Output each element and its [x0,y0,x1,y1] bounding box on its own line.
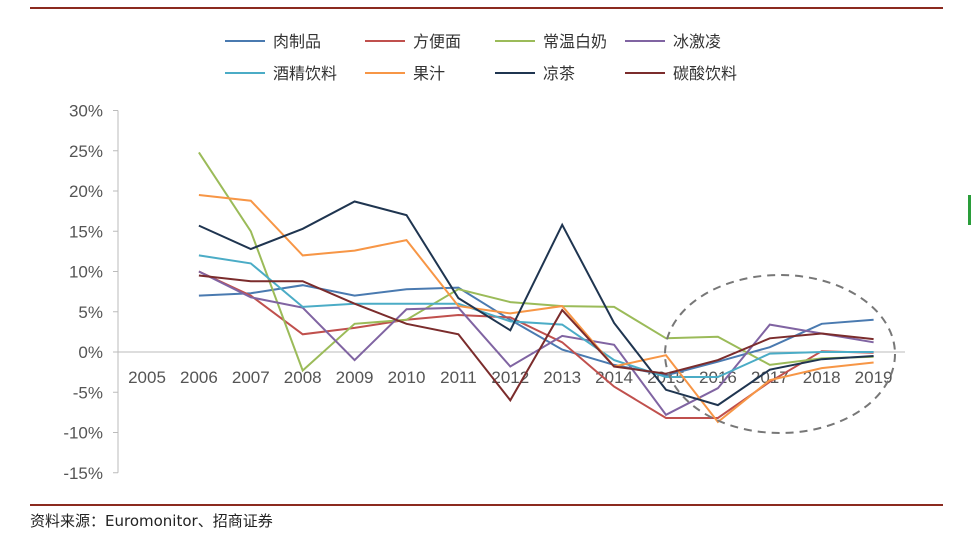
x-tick-label: 2006 [180,368,218,387]
edge-marker [968,195,971,225]
series-line-凉茶 [198,200,874,407]
x-tick-label: 2007 [232,368,270,387]
legend-label: 肉制品 [273,32,321,51]
series-line-酒精饮料 [198,254,874,378]
legend-label: 方便面 [413,32,461,51]
legend-label: 凉茶 [543,64,575,83]
x-tick-label: 2019 [855,368,893,387]
x-tick-label: 2014 [595,368,633,387]
series-line-方便面 [198,270,874,419]
x-tick-label: 2013 [543,368,581,387]
x-tick-label: 2009 [336,368,374,387]
x-tick-label: 2018 [803,368,841,387]
series-line-碳酸饮料 [198,274,874,403]
legend-label: 碳酸饮料 [673,64,737,83]
x-tick-label: 2017 [751,368,789,387]
legend-label: 果汁 [413,64,445,83]
series-line-果汁 [198,194,874,424]
legend-label: 常温白奶 [543,32,607,51]
series-line-肉制品 [198,284,874,377]
y-tick-label: -5% [73,383,103,402]
y-tick-label: 30% [69,102,103,121]
y-tick-label: 10% [69,263,103,282]
y-tick-label: 0% [78,343,103,362]
series-line-常温白奶 [198,151,874,373]
source-note: 资料来源：Euromonitor、招商证券 [30,512,273,530]
legend-label: 酒精饮料 [273,64,337,83]
x-tick-label: 2008 [284,368,322,387]
y-tick-label: 5% [78,303,103,322]
y-tick-label: 15% [69,222,103,241]
series-line-冰激凌 [198,270,874,417]
x-tick-label: 2010 [388,368,426,387]
legend-label: 冰激凌 [673,32,721,51]
annotation-ellipse [664,274,896,434]
y-tick-label: -15% [63,464,103,483]
x-tick-label: 2005 [128,368,166,387]
y-tick-label: 25% [69,142,103,161]
y-tick-label: -10% [63,424,103,443]
y-tick-label: 20% [69,182,103,201]
x-tick-label: 2011 [440,368,477,387]
